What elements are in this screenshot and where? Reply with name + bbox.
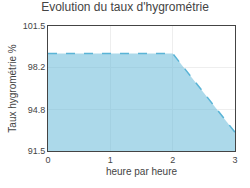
svg-text:3: 3: [232, 155, 237, 165]
svg-text:1: 1: [108, 155, 113, 165]
svg-text:98.2: 98.2: [28, 62, 46, 72]
svg-text:91.5: 91.5: [28, 146, 46, 156]
svg-text:Evolution du taux d'hygrométri: Evolution du taux d'hygrométrie: [41, 0, 209, 14]
svg-text:2: 2: [170, 155, 175, 165]
svg-text:Taux hygrométrie %: Taux hygrométrie %: [7, 44, 18, 132]
svg-text:heure par heure: heure par heure: [106, 166, 178, 177]
svg-text:101.5: 101.5: [23, 21, 46, 31]
svg-text:94.8: 94.8: [28, 105, 46, 115]
svg-text:0: 0: [45, 155, 50, 165]
